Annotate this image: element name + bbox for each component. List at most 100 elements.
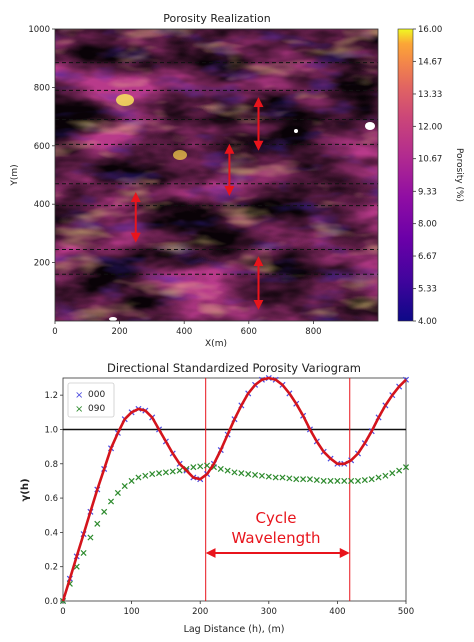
heatmap-x-ticks: 0 200 400 600 800 (52, 321, 322, 337)
point-090 (272, 474, 279, 481)
point-090 (300, 476, 307, 483)
point-090 (306, 476, 313, 483)
point-090 (190, 464, 197, 471)
y-tick-label: 800 (34, 83, 50, 93)
legend-marker-000: × (75, 390, 83, 401)
colorbar-tick-label: 8.00 (418, 220, 437, 230)
point-090 (142, 472, 149, 479)
point-090 (101, 508, 108, 515)
colorbar-label: Porosity (%) (454, 148, 464, 202)
heatmap-y-ticks: 200 400 600 800 1000 (28, 25, 55, 269)
y-tick-label: 0.4 (44, 528, 58, 538)
heatmap-y-axis-label: Y(m) (10, 164, 20, 186)
x-tick-label: 500 (398, 607, 414, 617)
colorbar-tick-label: 4.00 (418, 317, 437, 327)
point-090 (162, 469, 169, 476)
point-090 (334, 477, 341, 484)
point-090 (286, 475, 293, 482)
cycle-annotation: Cycle Wavelength (205, 509, 350, 558)
point-090 (94, 520, 101, 527)
y-tick-label: 0.0 (44, 597, 58, 607)
point-090 (293, 476, 300, 483)
variogram-title: Directional Standardized Porosity Variog… (107, 361, 361, 375)
variogram-axis-ticks: 0 100 200 300 400 500 0.0 0.2 0.4 0.6 0.8 1.0 1.2 (44, 391, 414, 617)
colorbar (397, 28, 414, 322)
x-tick-label: 400 (329, 607, 345, 617)
variogram-y-axis-label: γ(h) (20, 478, 31, 501)
cycle-annotation-line2: Wavelength (232, 529, 321, 547)
point-090 (224, 467, 231, 474)
x-tick-label: 0 (60, 607, 65, 617)
y-tick-label: 1.0 (44, 425, 58, 435)
legend-box (67, 382, 115, 418)
heatmap-arrows (130, 97, 264, 310)
y-tick-label: 600 (34, 142, 50, 152)
point-090 (265, 473, 272, 480)
x-tick-label: 100 (123, 607, 139, 617)
x-tick-label: 800 (305, 327, 321, 337)
point-090 (169, 468, 176, 475)
point-090 (245, 471, 252, 478)
point-090 (217, 465, 224, 472)
point-090 (197, 463, 204, 470)
legend-label-000: 000 (88, 390, 105, 400)
point-090 (354, 477, 362, 484)
x-tick-label: 200 (192, 607, 208, 617)
point-090 (252, 471, 259, 478)
cycle-annotation-line1: Cycle (256, 509, 297, 527)
point-090 (107, 498, 115, 505)
point-090 (135, 474, 142, 481)
colorbar-tick-label: 13.33 (418, 90, 442, 100)
heatmap-frame (54, 28, 379, 322)
variogram-plot-area (62, 377, 407, 602)
point-090 (156, 470, 163, 477)
porosity-heatmap-chart: Porosity Realization 0 200 400 600 800 200 40… (10, 12, 464, 349)
x-tick-label: 400 (176, 327, 192, 337)
x-tick-label: 300 (261, 607, 277, 617)
y-tick-label: 0.2 (44, 563, 58, 573)
point-090 (279, 474, 286, 481)
point-090 (149, 471, 156, 478)
point-090 (121, 483, 128, 490)
colorbar-tick-label: 12.00 (418, 122, 442, 132)
point-090 (80, 549, 87, 556)
heatmap-title: Porosity Realization (163, 12, 270, 25)
point-090 (258, 472, 265, 479)
point-090 (327, 477, 334, 484)
point-090 (320, 477, 327, 484)
point-090 (176, 467, 183, 474)
y-tick-label: 0.8 (44, 460, 58, 470)
x-tick-label: 200 (111, 327, 127, 337)
point-090 (114, 489, 121, 496)
variogram-x-axis-label: Lag Distance (h), (m) (184, 624, 285, 635)
point-090 (231, 469, 238, 476)
legend-label-090: 090 (88, 404, 105, 414)
y-tick-label: 1000 (28, 25, 50, 35)
point-090 (204, 462, 211, 469)
x-tick-label: 0 (52, 327, 57, 337)
series-090 (59, 462, 410, 605)
variogram-cycle-lines (205, 378, 351, 601)
point-090 (87, 534, 94, 541)
heatmap-image (55, 29, 378, 321)
point-090 (341, 477, 348, 484)
point-090 (348, 477, 355, 484)
variogram-legend: × 000 × 090 (67, 382, 115, 418)
point-090 (361, 477, 368, 484)
heatmap-dashed-lines (55, 62, 378, 275)
y-tick-label: 400 (34, 200, 50, 210)
colorbar-tick-label: 5.33 (418, 285, 437, 295)
point-090 (396, 467, 403, 474)
point-090 (382, 472, 389, 479)
colorbar-tick-label: 9.33 (418, 187, 437, 197)
y-tick-label: 1.2 (44, 391, 58, 401)
point-090 (389, 470, 396, 477)
colorbar-tick-label: 10.67 (418, 155, 442, 165)
point-090 (375, 474, 382, 481)
variogram-chart: Directional Standardized Porosity Variog… (20, 361, 414, 635)
y-tick-label: 0.6 (44, 494, 58, 504)
legend-marker-090: × (75, 404, 83, 415)
heatmap-x-axis-label: X(m) (205, 339, 227, 349)
point-090 (402, 464, 410, 471)
